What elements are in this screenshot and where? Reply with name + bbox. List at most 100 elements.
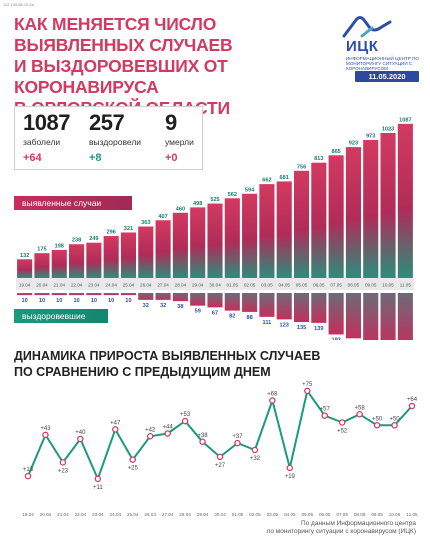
title-line: КАК МЕНЯЕТСЯ ЧИСЛО ВЫЯВЛЕННЫХ СЛУЧАЕВ (14, 14, 233, 55)
date-tick-label: 21.04 (54, 283, 66, 288)
recovered-bar (345, 293, 361, 339)
recovered-value-label: 135 (297, 325, 306, 331)
growth-point (408, 402, 416, 410)
date-tick-label: 03.05 (261, 283, 273, 288)
case-value-label: 249 (89, 236, 98, 242)
growth-point (338, 419, 346, 426)
growth-value-label: +57 (320, 407, 331, 413)
growth-point (321, 412, 328, 419)
date-tick-label: 05.05 (302, 512, 314, 517)
logo-name: ИЦК (346, 38, 379, 55)
date-tick-label: 11.05 (400, 283, 412, 288)
date-tick-label: 30.04 (214, 512, 226, 517)
growth-point (94, 475, 102, 483)
source-note: По данным Информационного центра по мони… (216, 520, 416, 536)
recovered-bar (259, 293, 275, 317)
recovered-value-label: 88 (246, 315, 252, 321)
header-tiny-text: 112 149.88.12.2a (3, 2, 34, 7)
growth-point (251, 446, 259, 454)
stat-label: умерли (165, 137, 194, 147)
logo-subtitle: ИНФОРМАЦИОННЫЙ ЦЕНТР ПО МОНИТОРИНГУ СИТУ… (346, 56, 419, 72)
date-tick-label: 26.04 (144, 512, 156, 517)
recovered-bar (380, 293, 396, 340)
date-tick-label: 28.04 (175, 283, 187, 288)
logo-mark-icon (342, 16, 392, 38)
case-bar (293, 170, 310, 278)
growth-value-label: +58 (355, 405, 366, 411)
date-tick-label: 19.04 (19, 283, 31, 288)
date-tick-label: 20.04 (36, 283, 48, 288)
case-value-label: 973 (366, 134, 375, 140)
recovered-value-label: 32 (143, 303, 149, 309)
growth-value-label: +40 (75, 430, 86, 436)
stat-deaths: 9 умерли +0 (165, 110, 227, 165)
case-value-label: 662 (262, 178, 271, 184)
stat-recovered: 257 выздоровели +8 (89, 111, 151, 165)
recovered-value-label: 111 (263, 320, 272, 326)
case-bar (276, 181, 292, 278)
growth-value-label: +75 (302, 382, 313, 388)
label-recovered-pill: выздоровевшие (14, 309, 108, 323)
recovered-bar (328, 293, 344, 335)
stat-delta: +64 (23, 152, 42, 164)
stat-number: 9 (165, 110, 177, 135)
trend-title-line: ПО СРАВНЕНИЮ С ПРЕДЫДУЩИМ ДНЕМ (14, 365, 271, 379)
date-tick-label: 24.04 (105, 283, 117, 288)
growth-value-label: +27 (215, 463, 226, 469)
case-value-label: 1023 (382, 126, 394, 132)
title-line: И ВЫЗДОРОВЕВШИХ ОТ КОРОНАВИРУСА (14, 56, 228, 97)
date-tick-label: 03.05 (267, 512, 279, 517)
recovered-value-label: 38 (177, 304, 183, 310)
recovered-value-label: 67 (212, 310, 218, 316)
growth-value-label: +42 (145, 427, 156, 433)
date-tick-label: 02.05 (244, 283, 256, 288)
date-tick-label: 26.04 (140, 283, 152, 288)
recovered-value-label: 10 (39, 298, 45, 304)
recovered-bar (311, 293, 327, 323)
date-tick-label: 01.05 (232, 512, 244, 517)
growth-value-label: +19 (285, 474, 296, 480)
date-tick-label: 20.04 (40, 512, 52, 517)
case-bar (103, 236, 119, 278)
case-value-label: 594 (245, 187, 255, 193)
recovered-bar (51, 293, 67, 296)
date-tick-label: 19.04 (22, 512, 34, 517)
recovered-bar (34, 293, 50, 296)
recovered-value-label: 32 (160, 303, 166, 309)
growth-value-label: +64 (407, 397, 418, 403)
case-bar (259, 184, 275, 278)
case-bar (51, 249, 67, 278)
recovered-value-label: 193 (331, 337, 340, 340)
case-value-label: 407 (158, 214, 167, 220)
growth-point (234, 439, 241, 447)
date-tick-label: 08.05 (348, 283, 360, 288)
growth-line-chart: +13 19.04 +43 20.04 +23 21.04 +40 22.04 +11 23.04… (22, 382, 418, 517)
case-bar (120, 232, 137, 278)
recovered-value-label: 10 (91, 298, 97, 304)
date-tick-label: 02.05 (249, 512, 261, 517)
recovered-value-label: 10 (108, 298, 114, 304)
growth-value-label: +13 (23, 467, 34, 473)
case-value-label: 498 (193, 201, 202, 207)
stat-infected: 1087 заболели +64 (23, 111, 85, 165)
date-tick-label: 09.05 (371, 512, 383, 517)
date-tick-label: 29.04 (192, 283, 204, 288)
case-bar (86, 242, 102, 278)
case-bar (34, 253, 50, 278)
case-value-label: 562 (228, 192, 237, 198)
date-tick-label: 09.05 (365, 283, 377, 288)
growth-value-label: +47 (110, 420, 121, 426)
date-tick-label: 25.04 (123, 283, 135, 288)
growth-point (146, 433, 154, 440)
date-tick-label: 08.05 (354, 512, 366, 517)
date-tick-label: 06.05 (313, 283, 325, 288)
case-bar (155, 220, 171, 278)
growth-point (129, 456, 136, 463)
case-bar (138, 226, 154, 278)
date-tick-label: 22.04 (71, 283, 83, 288)
case-value-label: 296 (107, 230, 116, 236)
growth-value-label: +23 (58, 468, 69, 474)
growth-point (391, 422, 398, 429)
label-recovered-bg (14, 309, 108, 323)
label-cases-pill: выявленные случаи (14, 196, 132, 210)
